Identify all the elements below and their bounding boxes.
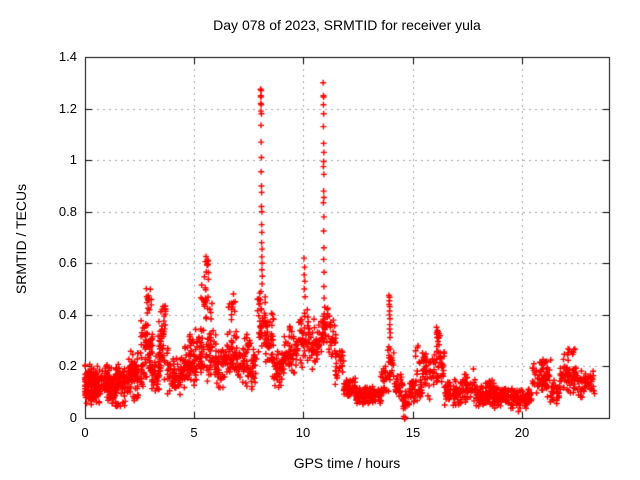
chart-title: Day 078 of 2023, SRMTID for receiver yul… <box>213 17 481 33</box>
x-axis-label: GPS time / hours <box>293 455 401 471</box>
y-tick-label: 0.6 <box>58 255 77 270</box>
x-tick-label: 15 <box>405 425 421 440</box>
y-tick-label: 0.4 <box>58 307 77 322</box>
y-tick-label: 0 <box>69 410 77 425</box>
x-tick-label: 10 <box>295 425 311 440</box>
y-tick-label: 0.8 <box>58 204 77 219</box>
x-tick-label: 20 <box>514 425 530 440</box>
y-tick-label: 1.2 <box>58 101 77 116</box>
y-tick-label: 1.4 <box>58 49 77 64</box>
x-tick-label: 5 <box>190 425 198 440</box>
y-tick-label: 1 <box>69 152 77 167</box>
y-axis-label: SRMTID / TECUs <box>13 183 29 295</box>
x-tick-label: 0 <box>81 425 89 440</box>
y-tick-label: 0.2 <box>58 358 77 373</box>
